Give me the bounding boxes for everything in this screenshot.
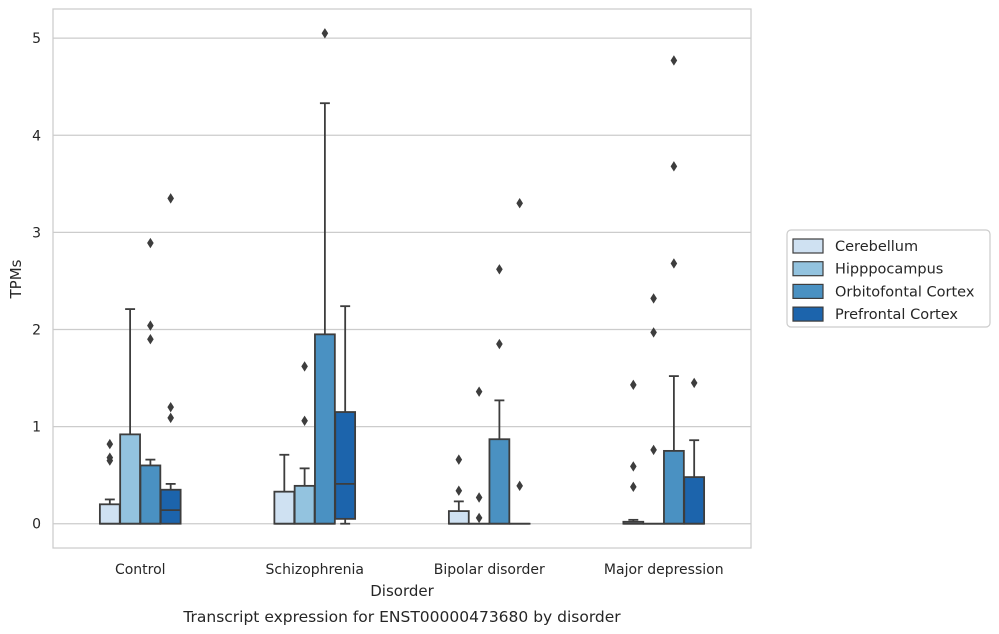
box-group xyxy=(98,438,121,525)
outlier-point xyxy=(167,412,174,424)
box-group xyxy=(159,193,182,525)
box-group xyxy=(314,28,336,525)
y-tick-label: 0 xyxy=(32,517,41,533)
legend-label: Hipppocampus xyxy=(835,262,943,278)
box-group xyxy=(447,454,470,525)
outlier-point xyxy=(167,401,174,413)
legend-label: Cerebellum xyxy=(835,239,918,255)
y-tick-label: 5 xyxy=(32,31,41,47)
box-group xyxy=(508,198,531,525)
box xyxy=(273,490,296,525)
outlier-point xyxy=(670,161,678,172)
outlier-point xyxy=(106,452,114,463)
outlier-point xyxy=(147,237,154,249)
box xyxy=(139,464,162,525)
x-tick-label: Major depression xyxy=(604,562,724,578)
box xyxy=(98,503,121,525)
legend-label: Orbitofontal Cortex xyxy=(835,284,975,300)
outlier-point xyxy=(496,264,503,275)
outlier-point xyxy=(455,454,463,465)
y-tick-label: 3 xyxy=(32,225,41,241)
series-prefrontal-cortex xyxy=(159,193,706,525)
y-axis-title: TPMs xyxy=(7,259,25,299)
outlier-point xyxy=(147,333,154,345)
outlier-point xyxy=(167,193,174,204)
box-group xyxy=(273,453,296,525)
series-cerebellum xyxy=(98,379,645,525)
box-group xyxy=(334,305,357,525)
outlier-point xyxy=(455,485,463,496)
plot-frame xyxy=(52,8,752,549)
outlier-point xyxy=(650,444,657,456)
outlier-point xyxy=(301,361,308,372)
x-tick-label: Control xyxy=(115,562,166,578)
outlier-point xyxy=(475,512,483,524)
box-group xyxy=(468,386,490,525)
box-group xyxy=(488,264,511,525)
outlier-point xyxy=(690,377,698,389)
y-tick-label: 4 xyxy=(32,128,41,144)
box-group xyxy=(119,308,141,525)
legend-swatch xyxy=(792,283,824,299)
outlier-point xyxy=(630,481,637,493)
y-tick-label: 2 xyxy=(32,322,41,338)
legend-swatch xyxy=(792,261,824,277)
box xyxy=(159,488,182,525)
box-group xyxy=(139,237,162,525)
box xyxy=(683,476,706,525)
outlier-point xyxy=(650,327,657,338)
legend-swatch xyxy=(792,238,824,254)
box-groups xyxy=(98,28,706,525)
series-orbitofontal-cortex xyxy=(139,28,685,525)
y-tick-label: 1 xyxy=(32,420,41,436)
outlier-point xyxy=(321,28,329,39)
box-group xyxy=(622,379,645,525)
box xyxy=(488,438,511,525)
outlier-point xyxy=(301,415,308,426)
box xyxy=(293,484,316,525)
x-axis-title: Disorder xyxy=(370,582,434,600)
outlier-point xyxy=(475,492,483,503)
x-axis-ticks: Control Schizophrenia Bipolar disorder Majo… xyxy=(115,562,724,578)
outlier-point xyxy=(670,55,678,66)
box-group xyxy=(683,377,706,525)
series-hipppocampus xyxy=(119,293,665,525)
box xyxy=(663,449,685,525)
legend-label: Prefrontal Cortex xyxy=(835,307,958,323)
box xyxy=(119,433,141,525)
x-tick-label: Schizophrenia xyxy=(266,562,364,578)
legend-swatch xyxy=(792,306,824,322)
outlier-point xyxy=(670,258,678,269)
outlier-point xyxy=(516,480,523,492)
box-group xyxy=(642,293,665,525)
legend: Cerebellum Hipppocampus Orbitofontal Corte… xyxy=(786,229,991,328)
box xyxy=(334,411,357,520)
outlier-point xyxy=(496,338,503,350)
outlier-point xyxy=(475,386,483,397)
box xyxy=(314,333,336,525)
outlier-point xyxy=(516,198,523,209)
box-group xyxy=(663,55,685,525)
box xyxy=(447,510,470,525)
x-tick-label: Bipolar disorder xyxy=(434,562,545,578)
legend-frame xyxy=(786,229,991,328)
box-group xyxy=(293,361,316,525)
outlier-point xyxy=(630,379,637,391)
outlier-point xyxy=(106,438,114,450)
outlier-point xyxy=(650,293,657,304)
grid-lines xyxy=(53,37,751,525)
outlier-point xyxy=(147,320,154,331)
chart-caption: Transcript expression for ENST0000047368… xyxy=(182,608,621,626)
outlier-point xyxy=(630,461,637,472)
y-axis-ticks: 0 1 2 3 4 5 xyxy=(32,31,41,533)
